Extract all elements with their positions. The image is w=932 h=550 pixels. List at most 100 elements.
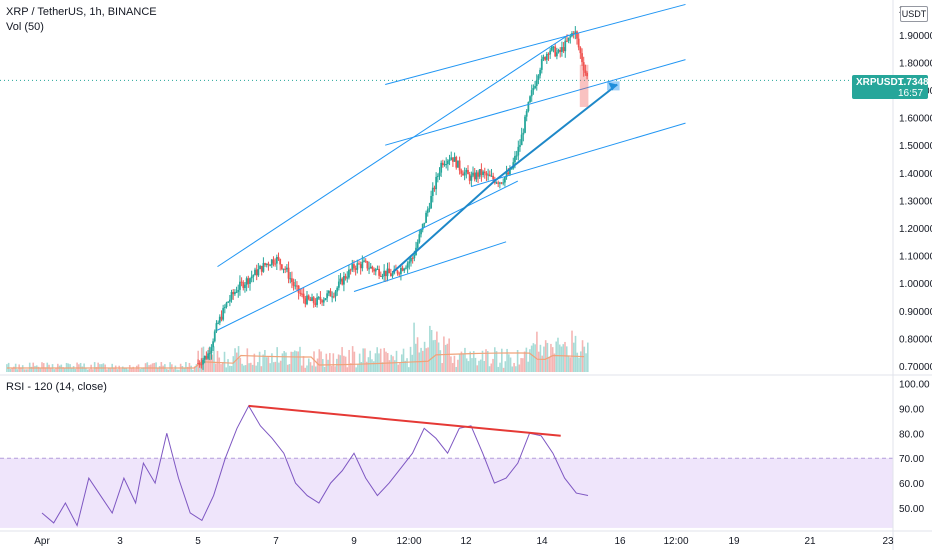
volume-bar — [476, 365, 479, 372]
candle-body — [291, 278, 293, 283]
volume-bar — [369, 350, 371, 372]
candle-body — [252, 275, 255, 277]
volume-bar — [241, 363, 243, 372]
candle-body — [203, 356, 206, 360]
candle-body — [264, 263, 266, 265]
volume-bar — [314, 366, 317, 372]
volume-bar — [248, 363, 250, 372]
candle-body — [324, 298, 327, 300]
volume-bar — [30, 366, 33, 372]
candle-body — [337, 281, 340, 288]
candle-body — [322, 299, 325, 303]
candle-body — [503, 177, 506, 183]
volume-bar — [272, 362, 275, 372]
candle-body — [400, 267, 402, 274]
candle-body — [478, 169, 481, 177]
candle-body — [579, 47, 582, 54]
candle-body — [586, 72, 588, 77]
candle-body — [386, 268, 389, 277]
volume-bar — [316, 358, 319, 372]
channel-line-upper[interactable] — [385, 3, 686, 85]
volume-bar — [539, 344, 542, 372]
channel-line-old-lower[interactable] — [353, 241, 507, 292]
volume-bar — [458, 354, 461, 372]
candle-body — [574, 31, 577, 35]
volume-bar — [27, 369, 29, 372]
candle-body — [423, 222, 426, 224]
volume-bar — [381, 362, 384, 372]
volume-bar — [13, 366, 15, 372]
volume-bar — [32, 362, 35, 372]
candle-body — [213, 331, 216, 342]
candle-body — [453, 157, 456, 162]
volume-bar — [409, 346, 412, 372]
candles — [197, 26, 588, 370]
volume-bar — [274, 361, 277, 372]
volume-bar — [439, 350, 442, 372]
drawings — [0, 3, 893, 331]
candle-body — [483, 171, 486, 174]
volume-bar — [332, 353, 335, 372]
red-zone-box[interactable] — [579, 64, 589, 107]
volume-bar — [228, 365, 231, 372]
candle-body — [582, 62, 585, 71]
trendline-arrow[interactable] — [392, 83, 618, 273]
volume-bar — [207, 347, 210, 372]
candle-body — [237, 289, 240, 292]
volume-bar — [237, 346, 240, 372]
candle-body — [279, 259, 282, 265]
volume-bar — [579, 351, 582, 372]
candle-body — [534, 86, 536, 89]
candle-body — [425, 212, 427, 223]
volume-bar — [576, 352, 579, 372]
volume-bar — [204, 355, 207, 372]
volume-bar — [139, 369, 142, 372]
currency-badge[interactable]: USDT — [900, 6, 928, 22]
candle-body — [529, 96, 531, 103]
volume-bar — [371, 359, 373, 372]
volume-bar — [513, 362, 515, 372]
candle-body — [500, 182, 503, 184]
volume-bar — [295, 351, 298, 372]
volume-bar — [118, 365, 121, 372]
volume-bar — [64, 367, 66, 372]
volume-bar — [365, 361, 368, 372]
candle-body — [262, 263, 265, 272]
volume-bar — [6, 364, 8, 372]
rsi-divergence-line[interactable] — [248, 404, 561, 437]
candle-body — [275, 256, 278, 264]
candle-body — [309, 299, 312, 301]
volume-bar — [113, 367, 115, 372]
volume-bar — [271, 353, 273, 372]
volume-bar — [269, 363, 271, 372]
volume-bar — [444, 344, 447, 372]
candle-body — [569, 36, 572, 38]
candle-body — [302, 293, 305, 299]
channel-line-old-middle[interactable] — [217, 180, 519, 331]
volume-bar — [288, 364, 291, 372]
volume-bar — [74, 368, 77, 372]
candle-body — [566, 40, 568, 42]
candle-body — [207, 353, 209, 359]
channel-line-old-upper[interactable] — [217, 34, 569, 268]
candle-body — [346, 277, 349, 279]
volume-bar — [172, 369, 175, 372]
volume-bar — [162, 365, 164, 372]
candle-body — [468, 174, 471, 181]
volume-bar — [290, 351, 293, 372]
target-box[interactable] — [607, 81, 620, 91]
channel-line-lower[interactable] — [470, 122, 686, 188]
volume-bar — [135, 365, 138, 372]
candle-body — [232, 292, 235, 295]
channel-line-middle[interactable] — [385, 59, 686, 146]
volume-bar — [123, 368, 126, 372]
volume-bar — [397, 364, 400, 372]
volume-bar — [518, 364, 521, 372]
candle-body — [527, 102, 530, 111]
volume-bar — [509, 357, 512, 372]
last-price-tag: XRPUSDT 1.73485 16:57 — [852, 75, 932, 99]
volume-bar — [578, 357, 580, 372]
volume-bar — [307, 358, 310, 372]
volume-bar — [343, 355, 345, 372]
candle-body — [344, 276, 347, 279]
